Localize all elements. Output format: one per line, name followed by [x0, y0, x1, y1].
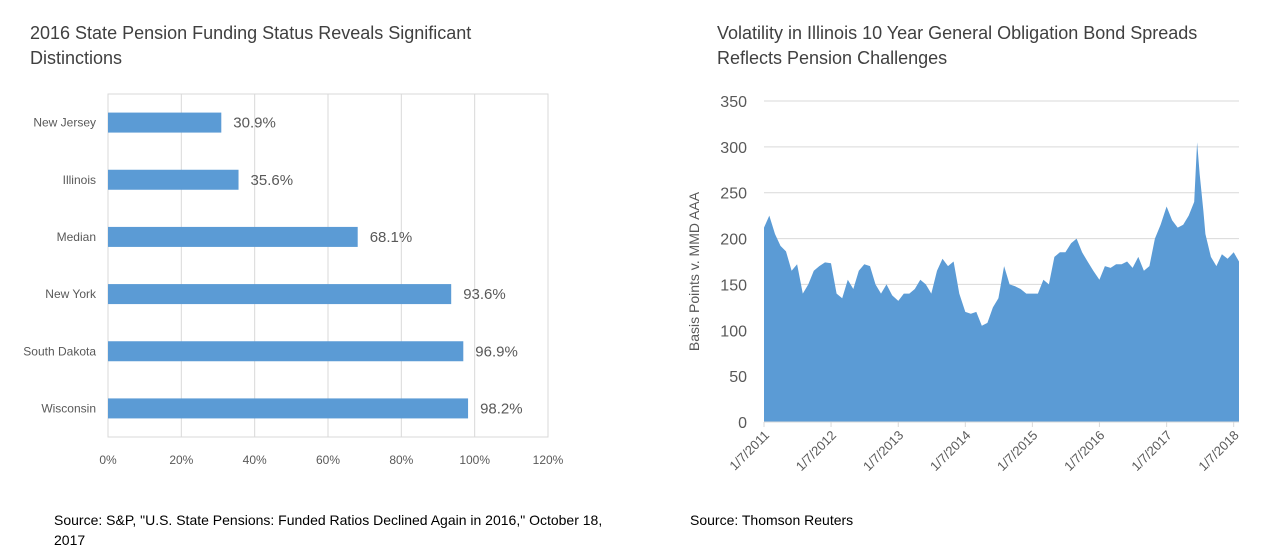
x-tick-label: 1/7/2016: [1061, 428, 1107, 474]
category-label: Illinois: [63, 173, 96, 187]
right-chart-title: Volatility in Illinois 10 Year General O…: [717, 23, 1198, 68]
x-tick-label: 1/7/2012: [793, 428, 839, 474]
x-tick-label: 1/7/2017: [1128, 428, 1174, 474]
bar: [108, 226, 358, 247]
bar: [108, 398, 469, 419]
x-tick-label: 60%: [316, 453, 340, 467]
bar: [108, 341, 464, 362]
right-chart-source: Source: Thomson Reuters: [690, 512, 854, 528]
bar: [108, 169, 239, 190]
x-tick-label: 1/7/2015: [994, 428, 1040, 474]
y-tick-label: 300: [720, 140, 747, 157]
x-tick-label: 100%: [459, 453, 490, 467]
left-chart-source: Source: S&P, "U.S. State Pensions: Funde…: [54, 512, 603, 548]
category-label: New York: [45, 287, 97, 301]
area-series: [764, 142, 1239, 423]
x-tick-label: 80%: [389, 453, 413, 467]
y-axis-title: Basis Points v. MMD AAA: [686, 191, 702, 351]
x-tick-label: 120%: [533, 453, 564, 467]
data-label: 30.9%: [233, 115, 276, 132]
data-label: 96.9%: [475, 343, 518, 360]
x-tick-label: 40%: [243, 453, 267, 467]
y-tick-label: 50: [729, 369, 747, 386]
bar: [108, 112, 222, 133]
left-chart-title: 2016 State Pension Funding Status Reveal…: [30, 23, 472, 68]
data-label: 35.6%: [251, 172, 294, 189]
category-label: Median: [57, 230, 96, 244]
data-label: 93.6%: [463, 286, 506, 303]
x-tick-label: 1/7/2011: [726, 428, 772, 474]
y-tick-label: 150: [720, 277, 747, 294]
x-tick-label: 1/7/2014: [927, 428, 973, 474]
bar: [108, 284, 452, 305]
y-tick-label: 200: [720, 232, 747, 249]
x-tick-label: 1/7/2018: [1195, 428, 1241, 474]
category-label: New Jersey: [33, 116, 96, 130]
data-label: 98.2%: [480, 400, 523, 417]
y-tick-label: 250: [720, 186, 747, 203]
data-label: 68.1%: [370, 229, 413, 246]
category-label: South Dakota: [23, 344, 96, 358]
x-tick-label: 20%: [169, 453, 193, 467]
category-label: Wisconsin: [41, 401, 96, 415]
y-tick-label: 0: [738, 415, 747, 432]
x-tick-label: 0%: [99, 453, 117, 467]
x-tick-label: 1/7/2013: [860, 428, 906, 474]
y-tick-label: 350: [720, 94, 747, 111]
y-tick-label: 100: [720, 323, 747, 340]
